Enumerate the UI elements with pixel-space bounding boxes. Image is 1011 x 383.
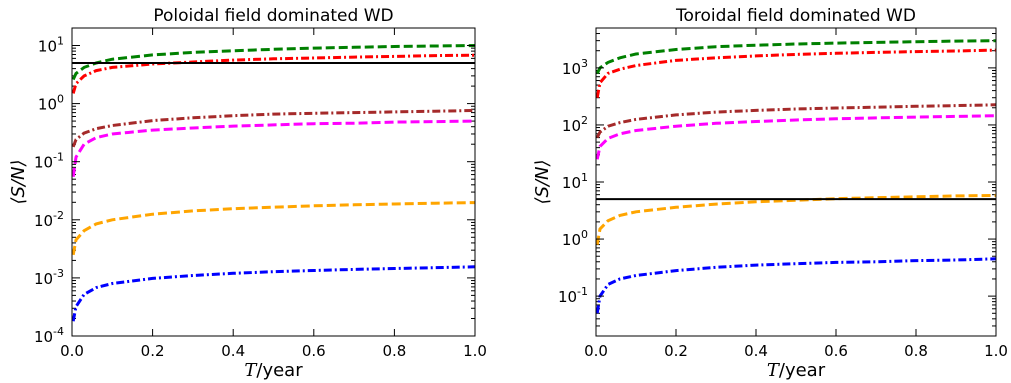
y-tick-label: 100 (562, 228, 588, 249)
chart-title: Poloidal field dominated WD (153, 6, 393, 26)
x-tick-label: 1.0 (984, 342, 1008, 360)
y-tick-exponent: -1 (577, 285, 588, 298)
y-tick-exponent: -2 (53, 209, 64, 222)
x-tick-label: 0.8 (904, 342, 928, 360)
chart-panel-2: 0.0 0.2 0.4 0.6 0.8 1.010-1100101102103Toroid… (532, 6, 1008, 381)
chart-panel-1: 0.0 0.2 0.4 0.6 0.8 1.010-410-310-210-1100101… (8, 6, 487, 381)
series-line-3 (596, 103, 996, 139)
y-tick-exponent: 1 (57, 34, 64, 47)
y-tick-exponent: 1 (581, 171, 588, 184)
series-line-2 (596, 48, 996, 98)
y-axis-label: ⟨S/N⟩ (8, 160, 29, 205)
y-tick-label: 101 (38, 34, 64, 55)
series-line-6 (72, 265, 475, 322)
series-line-4 (596, 114, 996, 160)
y-tick-label: 101 (562, 171, 588, 192)
y-tick-exponent: -4 (53, 325, 64, 338)
chart-title: Toroidal field dominated WD (675, 6, 916, 26)
y-tick-exponent: -3 (53, 267, 64, 280)
series-line-5 (596, 194, 996, 245)
y-tick-mantissa: 10 (562, 60, 581, 78)
y-tick-exponent: 3 (581, 57, 588, 70)
x-tick-label: 0.2 (141, 342, 165, 360)
x-tick-label: 0.6 (824, 342, 848, 360)
x-tick-label: 0.4 (744, 342, 768, 360)
series-line-5 (72, 201, 475, 256)
y-tick-label: 10-4 (34, 325, 64, 346)
series-group (72, 44, 475, 322)
y-tick-mantissa: 10 (562, 117, 581, 135)
plot-frame (71, 27, 476, 337)
y-axis-label: ⟨S/N⟩ (532, 160, 553, 205)
y-tick-label: 10-1 (34, 151, 64, 172)
y-tick-label: 100 (38, 93, 64, 114)
y-tick-exponent: 0 (57, 93, 64, 106)
y-tick-mantissa: 10 (562, 174, 581, 192)
x-tick-label: 0.0 (584, 342, 608, 360)
y-tick-label: 103 (562, 57, 588, 78)
y-tick-label: 10-2 (34, 209, 64, 230)
y-minor-ticks (72, 47, 475, 320)
series-line-3 (72, 109, 475, 148)
series-group (596, 39, 996, 314)
y-tick-mantissa: 10 (34, 154, 53, 172)
x-tick-label: 0.2 (664, 342, 688, 360)
x-tick-label: 0.8 (382, 342, 406, 360)
y-tick-mantissa: 10 (558, 288, 577, 306)
y-tick-mantissa: 10 (34, 328, 53, 346)
x-tick-label: 0.6 (302, 342, 326, 360)
y-tick-label: 10-1 (558, 285, 588, 306)
y-tick-exponent: 2 (581, 114, 588, 127)
y-minor-ticks (596, 33, 996, 327)
series-line-4 (72, 119, 475, 178)
series-line-2 (72, 53, 475, 94)
x-tick-label: 1.0 (463, 342, 487, 360)
series-line-1 (596, 39, 996, 75)
y-tick-mantissa: 10 (34, 212, 53, 230)
x-axis-label: T/year (767, 360, 826, 381)
y-tick-exponent: 0 (581, 228, 588, 241)
x-axis-label: T/year (244, 360, 303, 381)
series-line-1 (72, 44, 475, 81)
x-tick-label: 0.4 (221, 342, 245, 360)
x-tick-label: 0.0 (60, 342, 84, 360)
series-line-6 (596, 257, 996, 314)
y-tick-label: 102 (562, 114, 588, 135)
y-tick-mantissa: 10 (34, 270, 53, 288)
y-tick-mantissa: 10 (562, 231, 581, 249)
y-tick-label: 10-3 (34, 267, 64, 288)
y-tick-mantissa: 10 (38, 96, 57, 114)
plot-frame (595, 27, 997, 337)
y-tick-mantissa: 10 (38, 37, 57, 55)
y-tick-exponent: -1 (53, 151, 64, 164)
